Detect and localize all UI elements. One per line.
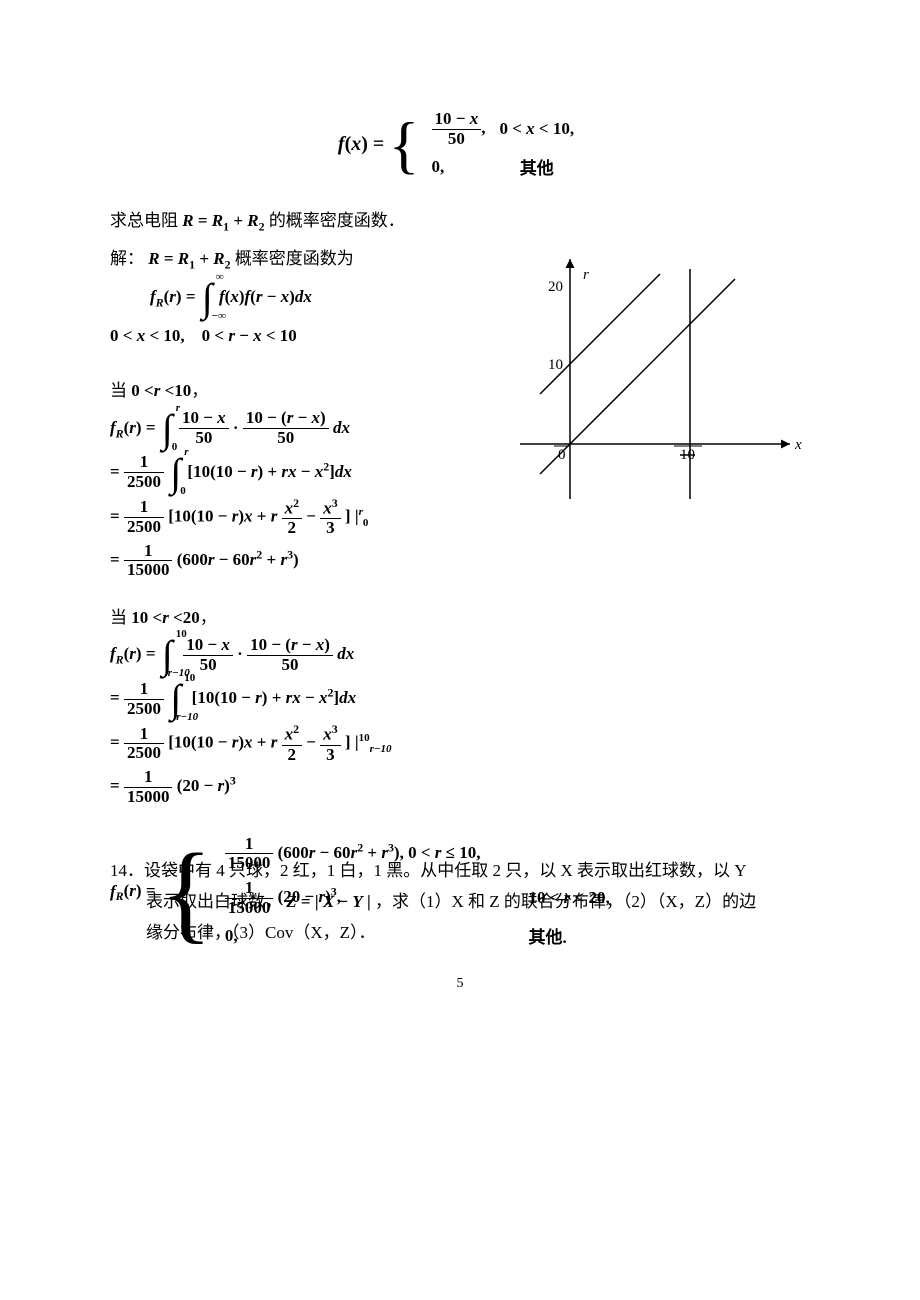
- case-a-line2: = 12500 ∫r0 [10(10 − r) + rx − x2]dx: [110, 453, 490, 493]
- piecewise-rows: 10 − x50, 0 < x < 10, 0, 其他: [424, 106, 583, 183]
- case-b-line2: = 12500 ∫10r−10 [10(10 − r) + rx − x2]dx: [110, 679, 810, 719]
- svg-text:10: 10: [548, 357, 563, 373]
- svg-text:20: 20: [548, 279, 563, 295]
- question-line: 求总电阻 R = R1 + R2 的概率密度函数．: [110, 207, 810, 236]
- solution-header: 解： R = R1 + R2 概率密度函数为: [110, 245, 490, 274]
- svg-text:x: x: [794, 437, 802, 453]
- case-b-line4: = 115000 (20 − r)3: [110, 768, 810, 806]
- top-piecewise: f(x) = { 10 − x50, 0 < x < 10, 0, 其他: [110, 106, 810, 183]
- result-piecewise: fR(r) = { 115000 (600r − 60r2 + r3), 0 <…: [110, 831, 810, 953]
- convolution-eq: fR(r) = ∫∞−∞ f(x)f(r − x)dx: [110, 278, 490, 318]
- case-a-header: 当 0 <r <10，: [110, 377, 490, 404]
- case-b-line1: fR(r) = ∫10r−10 10 − x50 · 10 − (r − x)5…: [110, 635, 810, 675]
- case-a-line3: = 12500 [10(10 − r)x + r x22 − x33 ] |r0: [110, 497, 490, 538]
- conditions: 0 < x < 10, 0 < r − x < 10: [110, 322, 490, 349]
- case-b-line3: = 12500 [10(10 − r)x + r x22 − x33 ] |10…: [110, 723, 810, 764]
- case-b-header: 当 10 <r <20，: [110, 604, 810, 631]
- svg-text:10: 10: [680, 447, 695, 463]
- page-number: 5: [110, 976, 810, 992]
- integration-region-diagram: 0 x r 10 10 20: [510, 241, 810, 514]
- case-a-line4: = 115000 (600r − 60r2 + r3): [110, 542, 490, 580]
- cond-other-1: 其他: [493, 152, 580, 181]
- svg-text:r: r: [583, 267, 589, 283]
- case-a-line1: fR(r) = ∫r0 10 − x50 · 10 − (r − x)50 dx: [110, 409, 490, 449]
